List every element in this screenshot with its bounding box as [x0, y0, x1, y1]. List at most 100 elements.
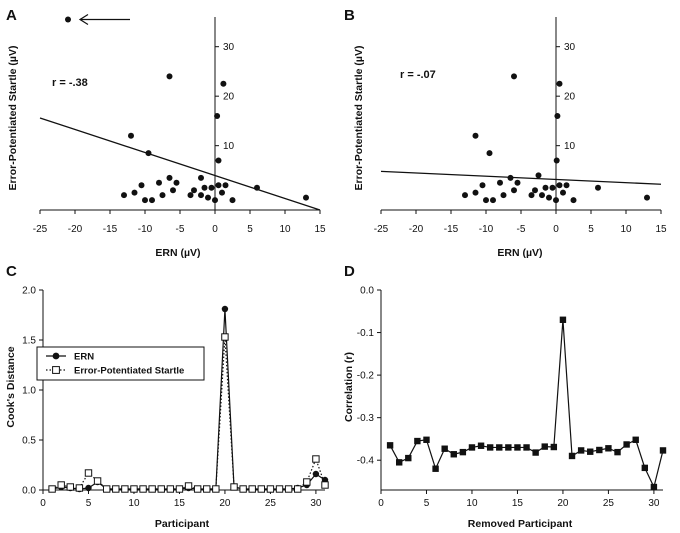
panel-d-x-tick-label: 15	[512, 498, 524, 509]
panel-a-data-point	[156, 179, 162, 186]
panel-d-series-0-marker	[477, 442, 485, 449]
panel-d-series-0-marker	[605, 445, 612, 452]
panel-a-regression-line	[39, 117, 321, 211]
panel-d-y-tick-label: -0.4	[357, 456, 375, 467]
panel-c-series-1-marker	[157, 485, 165, 493]
panel-d-series-0-marker	[623, 441, 630, 448]
panel-d-series-0-marker	[541, 443, 548, 450]
panel-d-series-0-marker	[432, 465, 439, 472]
panel-b-data-point	[560, 189, 566, 196]
panel-c-series-1-marker	[121, 485, 129, 493]
panel-c-y-axis-title: Cook's Distance	[5, 346, 17, 427]
panel-d-series-0-marker	[496, 444, 503, 451]
panel-b-data-point	[532, 187, 538, 194]
panel-a-data-point	[198, 174, 204, 181]
panel-a-x-tick-label: 10	[279, 224, 291, 235]
panel-c-series-1-marker	[139, 485, 147, 493]
panel-c-legend: ERN Error-Potentiated Startle	[36, 346, 205, 381]
panel-d-series-0-marker	[577, 447, 585, 454]
panel-c-series-1-marker	[175, 485, 184, 493]
panel-d-series-0-marker	[395, 459, 403, 466]
legend-startle-marker	[52, 366, 60, 374]
panel-c-series-1-marker	[184, 482, 193, 490]
panel-d-series-0-marker	[559, 316, 567, 323]
panel-a-x-tick-label: -5	[176, 224, 185, 235]
panel-d-series-0-marker	[532, 449, 539, 456]
panel-a-data-point	[229, 197, 236, 204]
panel-d-series-0-marker	[614, 448, 621, 456]
panel-c: C 0 5 10 15 20 25 30 0.0 0.5 1.0 1.5 2.0 ERN Error-…	[5, 263, 329, 530]
panel-a-data-point	[187, 192, 194, 199]
panel-b-data-point	[563, 182, 570, 189]
panel-c-series-1-marker	[193, 485, 202, 493]
panel-c-series-1-marker	[312, 455, 320, 463]
panel-b-data-point	[472, 189, 479, 196]
panel-a-y-tick-label: 10	[223, 141, 235, 152]
panel-b-data-point	[490, 197, 496, 204]
panel-b-data-point	[570, 197, 577, 204]
panel-a-data-point	[212, 197, 218, 204]
panel-d-series-0-marker	[459, 448, 467, 456]
panel-letter-c: C	[6, 263, 17, 280]
outlier-arrow	[78, 13, 130, 25]
panel-c-x-tick-label: 30	[310, 498, 322, 509]
panel-b-data-point	[539, 192, 545, 199]
panel-c-y-tick-label: 0.0	[22, 486, 36, 497]
panel-d-series-0-line	[389, 319, 664, 489]
panel-a-data-point	[65, 16, 71, 23]
panel-b-x-tick-label: -15	[444, 224, 459, 235]
panel-d-series-0-marker	[641, 464, 649, 472]
panel-b-data-point	[554, 112, 561, 119]
panel-d-y-tick-label: 0.0	[360, 286, 374, 297]
panel-c-series-1-marker	[84, 469, 93, 477]
panel-a-data-point	[173, 179, 180, 186]
panel-a-data-point	[138, 182, 145, 189]
panel-b-data-point	[595, 184, 601, 191]
panel-b-x-tick-label: 10	[620, 224, 632, 235]
panel-c-x-tick-label: 10	[128, 498, 140, 509]
panel-c-x-tick-label: 5	[86, 498, 92, 509]
panel-d-series-0-marker	[550, 443, 558, 451]
panel-a-data-point	[254, 184, 260, 191]
panel-c-series-1-marker	[166, 485, 175, 493]
panel-b-data-point	[528, 192, 535, 199]
panel-c-series-1-marker	[239, 485, 247, 493]
panel-d-series-0-marker	[596, 446, 603, 454]
panel-b-data-point	[511, 73, 517, 80]
panel-a-data-point	[205, 194, 211, 201]
panel-c-series-1-marker	[148, 485, 156, 493]
panel-d-y-tick-label: -0.1	[357, 328, 375, 339]
panel-d-series-0-marker	[486, 444, 494, 451]
panel-b-data-point	[479, 182, 486, 189]
panel-b-data-point	[500, 192, 507, 199]
panel-c-series-1-marker	[275, 485, 284, 493]
panel-d-x-tick-label: 0	[378, 498, 384, 509]
panel-b-data-point	[546, 194, 552, 201]
panel-a-data-point	[191, 187, 197, 194]
panel-c-series-1-marker	[102, 485, 111, 493]
panel-d-series-0-marker	[514, 444, 521, 451]
panel-d-y-axis-title: Correlation (r)	[343, 352, 355, 422]
panel-d-series-0-marker	[568, 452, 576, 460]
panel-c-x-axis-title: Participant	[155, 518, 210, 530]
panel-b-data-point	[483, 197, 489, 204]
panel-a-x-tick-label: -25	[33, 224, 48, 235]
panel-d: D 0 5 10 15 20 25 30 0.0 -0.1 -0.2 -0.3 -0.4 Remove…	[343, 263, 667, 530]
panel-a: A -25 -20 -15 -10 -5 0 5 10 15 10 20 30 r = -.38 ER…	[6, 7, 326, 259]
panel-c-plot: 0 5 10 15 20 25 30 0.0 0.5 1.0 1.5 2.0	[22, 286, 329, 509]
panel-b-data-point	[556, 182, 563, 189]
panel-a-x-tick-label: 0	[212, 224, 218, 235]
panel-c-series-1-marker	[266, 485, 275, 493]
panel-b-y-tick-label: 20	[564, 92, 576, 103]
panel-c-x-tick-label: 25	[265, 498, 277, 509]
panel-c-series-0-marker	[85, 484, 92, 492]
panel-a-x-tick-label: -20	[68, 224, 83, 235]
panel-c-x-tick-label: 15	[174, 498, 186, 509]
panel-b-data-point	[553, 197, 559, 204]
panel-c-series-0-line	[51, 308, 326, 490]
legend-ern-marker	[52, 352, 60, 360]
panel-c-series-1-marker	[284, 485, 293, 493]
panel-c-y-tick-label: 0.5	[22, 436, 36, 447]
panel-a-data-point	[170, 187, 176, 194]
panel-c-series-1-marker	[294, 485, 302, 493]
